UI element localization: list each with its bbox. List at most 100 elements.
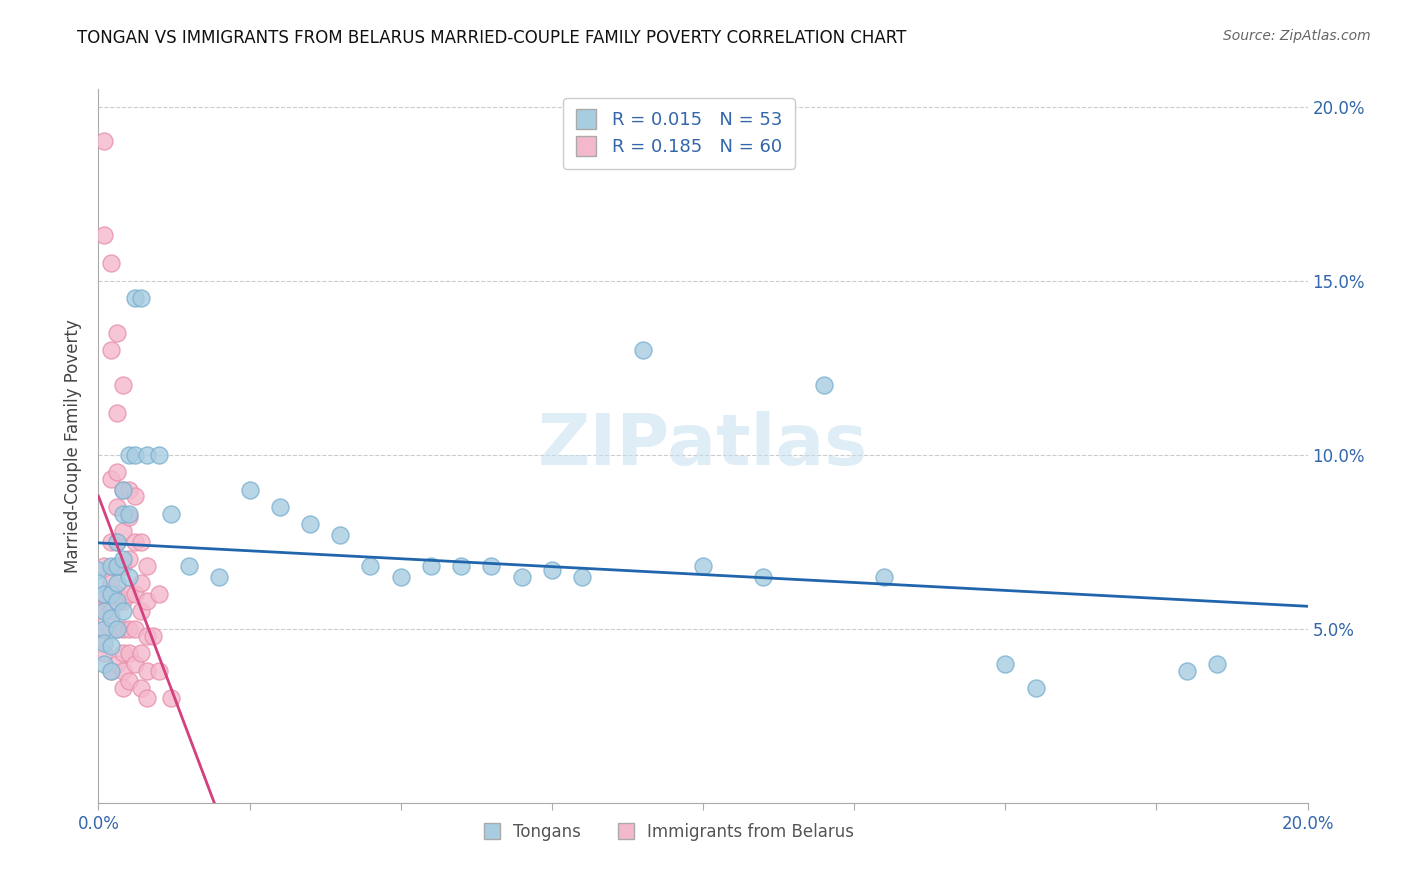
Point xyxy=(124,448,146,462)
Point xyxy=(124,587,146,601)
Y-axis label: Married-Couple Family Poverty: Married-Couple Family Poverty xyxy=(65,319,83,573)
Point xyxy=(124,490,146,504)
Point xyxy=(692,559,714,574)
Point xyxy=(100,343,122,358)
Point xyxy=(118,569,141,583)
Text: Source: ZipAtlas.com: Source: ZipAtlas.com xyxy=(1223,29,1371,43)
Point xyxy=(105,576,128,591)
Point xyxy=(135,594,157,608)
Point xyxy=(360,559,382,574)
Point xyxy=(510,569,533,583)
Point xyxy=(87,594,110,608)
Point xyxy=(111,507,134,521)
Point xyxy=(93,622,115,636)
Point xyxy=(87,604,110,618)
Point xyxy=(129,646,152,660)
Point xyxy=(135,559,157,574)
Point xyxy=(111,559,134,574)
Point xyxy=(100,664,122,678)
Point xyxy=(420,559,443,574)
Point xyxy=(135,448,157,462)
Point xyxy=(105,622,128,636)
Point xyxy=(100,611,122,625)
Point xyxy=(118,622,141,636)
Text: TONGAN VS IMMIGRANTS FROM BELARUS MARRIED-COUPLE FAMILY POVERTY CORRELATION CHAR: TONGAN VS IMMIGRANTS FROM BELARUS MARRIE… xyxy=(77,29,907,46)
Point xyxy=(813,378,835,392)
Point xyxy=(1175,664,1198,678)
Point xyxy=(269,500,291,514)
Point xyxy=(111,604,134,618)
Point xyxy=(105,326,128,340)
Point xyxy=(100,664,122,678)
Point xyxy=(118,673,141,688)
Point xyxy=(118,587,141,601)
Point xyxy=(208,569,231,583)
Point xyxy=(135,691,157,706)
Point xyxy=(100,472,122,486)
Point xyxy=(100,534,122,549)
Point xyxy=(105,534,128,549)
Point xyxy=(129,534,152,549)
Point xyxy=(105,657,128,671)
Point xyxy=(105,622,128,636)
Point xyxy=(93,135,115,149)
Point xyxy=(239,483,262,497)
Point xyxy=(389,569,412,583)
Point xyxy=(111,622,134,636)
Point xyxy=(100,256,122,270)
Point xyxy=(93,559,115,574)
Point xyxy=(111,552,134,566)
Point xyxy=(124,622,146,636)
Point xyxy=(1206,657,1229,671)
Point xyxy=(118,507,141,521)
Point xyxy=(118,646,141,660)
Point xyxy=(135,629,157,643)
Point xyxy=(118,510,141,524)
Point xyxy=(129,291,152,305)
Point xyxy=(93,587,115,601)
Point xyxy=(93,646,115,660)
Point xyxy=(93,587,115,601)
Point xyxy=(105,500,128,514)
Point xyxy=(105,559,128,574)
Point xyxy=(571,569,593,583)
Point xyxy=(111,378,134,392)
Point xyxy=(148,664,170,678)
Point xyxy=(124,534,146,549)
Point xyxy=(111,524,134,539)
Point xyxy=(481,559,503,574)
Point xyxy=(1024,681,1046,695)
Point xyxy=(111,483,134,497)
Point xyxy=(100,604,122,618)
Point xyxy=(148,448,170,462)
Point xyxy=(129,681,152,695)
Point xyxy=(93,657,115,671)
Point xyxy=(100,587,122,601)
Point xyxy=(118,552,141,566)
Point xyxy=(87,576,110,591)
Point xyxy=(93,604,115,618)
Point xyxy=(100,639,122,653)
Point xyxy=(87,629,110,643)
Point xyxy=(93,622,115,636)
Point xyxy=(160,507,183,521)
Point xyxy=(329,528,352,542)
Point xyxy=(111,646,134,660)
Point xyxy=(179,559,201,574)
Point xyxy=(142,629,165,643)
Point xyxy=(129,604,152,618)
Point xyxy=(100,559,122,574)
Point xyxy=(994,657,1017,671)
Point xyxy=(87,563,110,577)
Point xyxy=(105,465,128,479)
Point xyxy=(124,291,146,305)
Point xyxy=(450,559,472,574)
Point xyxy=(111,594,134,608)
Point xyxy=(752,569,775,583)
Point xyxy=(124,657,146,671)
Point xyxy=(540,563,562,577)
Point xyxy=(105,406,128,420)
Point xyxy=(873,569,896,583)
Point xyxy=(135,664,157,678)
Point xyxy=(111,483,134,497)
